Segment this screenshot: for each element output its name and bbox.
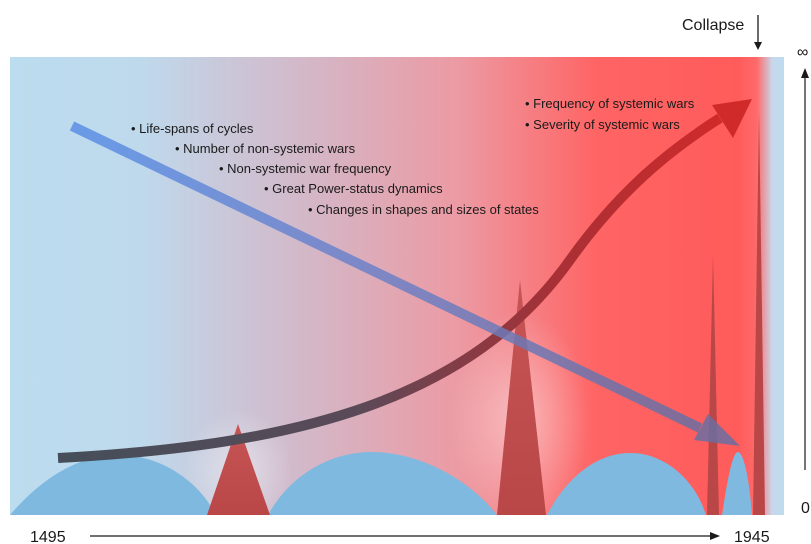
year-end-label: 1945 [734, 529, 770, 544]
cycle-wave [547, 453, 706, 515]
decreasing-trend-label: • Great Power-status dynamics [264, 181, 443, 196]
vertical-axis-arrowhead [801, 68, 809, 78]
decreasing-trend-arrowhead [694, 414, 740, 446]
cycle-wave [268, 452, 497, 515]
increasing-trend-label: • Severity of systemic wars [525, 117, 680, 132]
decreasing-trend-label: • Changes in shapes and sizes of states [308, 202, 539, 217]
decreasing-trend-label: • Non-systemic war frequency [219, 161, 392, 176]
axis-infinity-label: ∞ [797, 44, 808, 61]
cycle-wave [722, 452, 752, 515]
time-axis-arrowhead [710, 532, 720, 540]
decreasing-trend-arrow-shaft [69, 121, 703, 433]
decreasing-trend-label: • Life-spans of cycles [131, 121, 254, 136]
increasing-trend-arrowhead [712, 99, 752, 138]
war-spike [753, 110, 765, 515]
axis-zero-label: 0 [801, 500, 810, 517]
cycle-wave [10, 454, 215, 515]
decreasing-trend-label: • Number of non-systemic wars [175, 141, 356, 156]
year-start-label: 1495 [30, 529, 66, 544]
increasing-trend-label: • Frequency of systemic wars [525, 96, 695, 111]
war-spike [497, 280, 546, 515]
collapse-pointer-head [754, 42, 762, 50]
collapse-label: Collapse [682, 17, 744, 34]
increasing-trend-arrow-shaft [57, 113, 723, 463]
war-spike [207, 424, 270, 515]
war-spike [707, 255, 719, 515]
